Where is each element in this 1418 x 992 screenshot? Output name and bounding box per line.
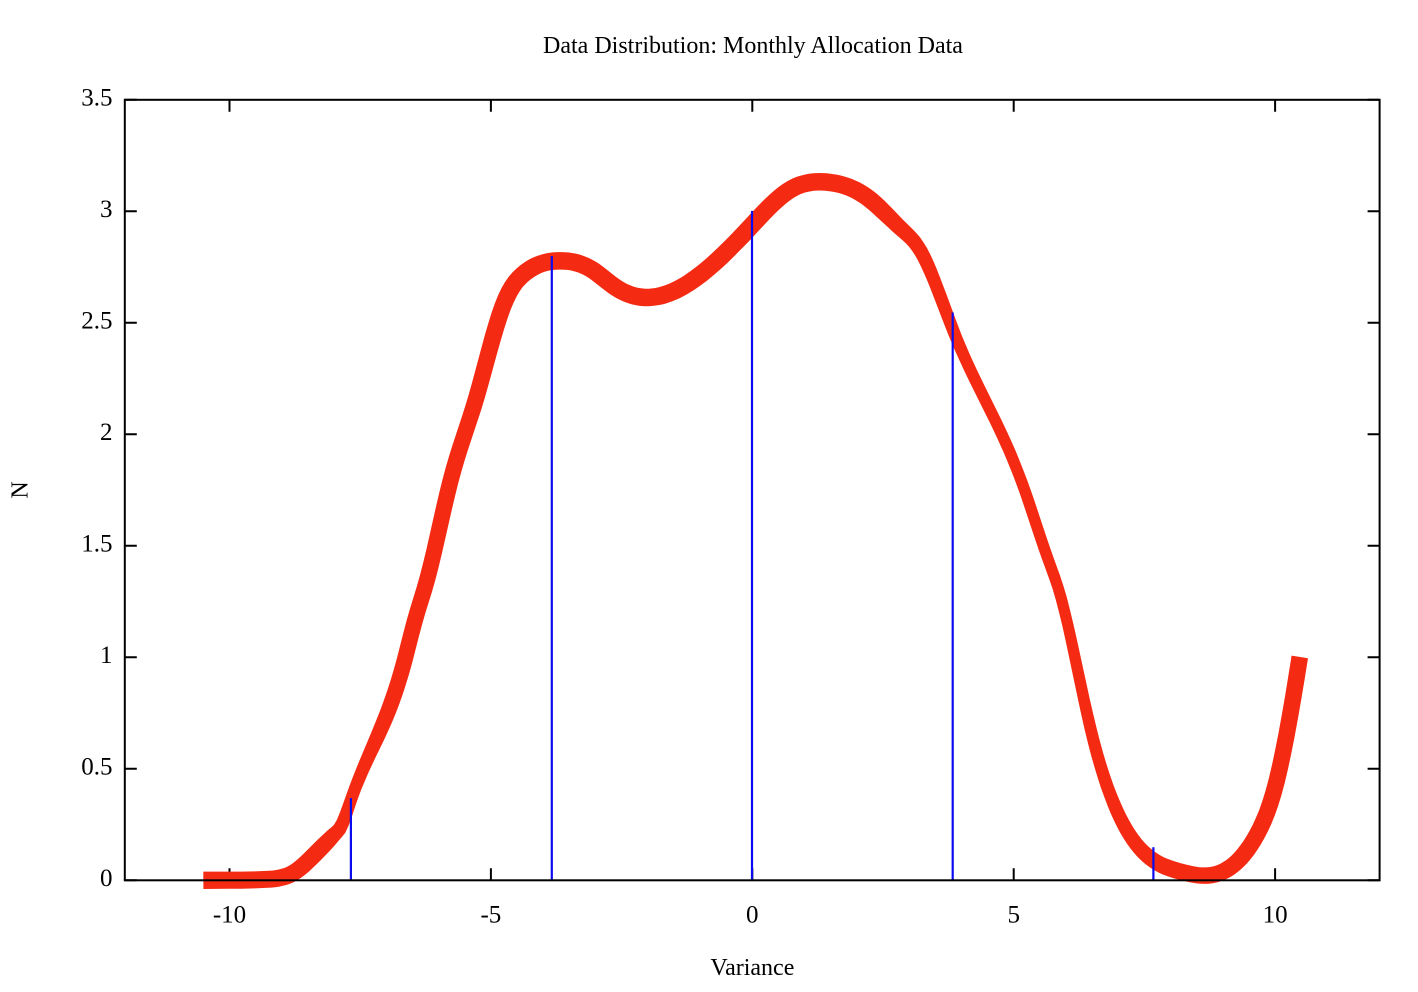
svg-text:1: 1 bbox=[100, 642, 113, 669]
svg-text:Variance: Variance bbox=[710, 955, 794, 981]
svg-text:Data Distribution: Monthly All: Data Distribution: Monthly Allocation Da… bbox=[543, 33, 963, 59]
svg-text:2.5: 2.5 bbox=[81, 308, 112, 335]
svg-text:3: 3 bbox=[100, 196, 113, 223]
svg-text:0: 0 bbox=[100, 865, 113, 892]
svg-text:10: 10 bbox=[1263, 901, 1288, 928]
svg-text:N: N bbox=[8, 481, 34, 498]
svg-text:-5: -5 bbox=[480, 901, 501, 928]
svg-text:0.5: 0.5 bbox=[81, 754, 112, 781]
svg-text:1.5: 1.5 bbox=[81, 531, 112, 558]
svg-text:2: 2 bbox=[100, 419, 113, 446]
svg-text:3.5: 3.5 bbox=[81, 85, 112, 112]
svg-text:-10: -10 bbox=[213, 901, 246, 928]
svg-text:0: 0 bbox=[746, 901, 759, 928]
svg-text:5: 5 bbox=[1007, 901, 1020, 928]
